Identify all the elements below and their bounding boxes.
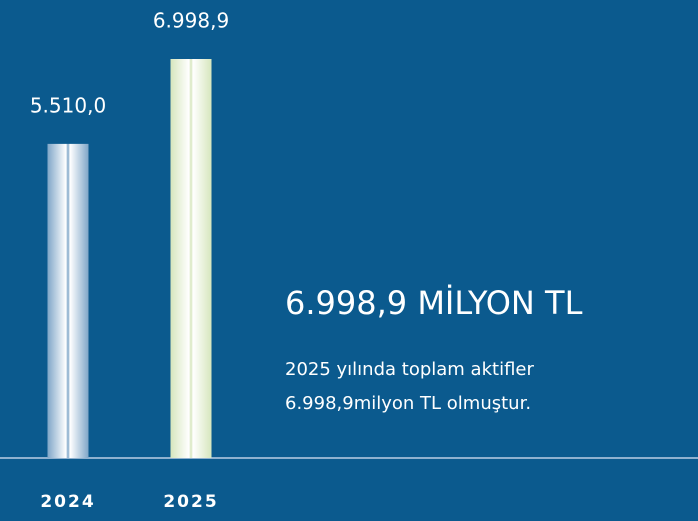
value-label: 6.998,9 [153, 9, 229, 33]
value-label: 5.510,0 [30, 93, 106, 117]
bar [170, 59, 212, 458]
x-tick-label: 2025 [163, 492, 218, 512]
bar [47, 143, 89, 458]
headline: 6.998,9 MİLYON TL [285, 284, 583, 322]
description-line: 6.998,9milyon TL olmuştur. [285, 393, 531, 414]
description-line: 2025 yılında toplam aktifler [285, 359, 534, 380]
x-tick-label: 2024 [40, 492, 95, 512]
